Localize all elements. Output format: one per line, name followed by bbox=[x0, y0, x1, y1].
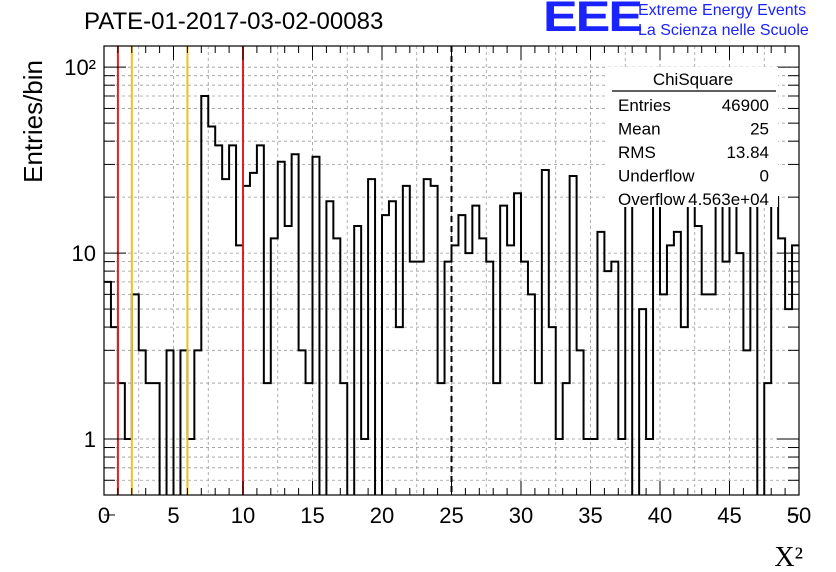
x-tick-label: 20 bbox=[370, 503, 394, 528]
stats-value: 13.84 bbox=[726, 143, 769, 162]
stats-label: RMS bbox=[618, 143, 656, 162]
logo-line-2: La Scienza nelle Scuole bbox=[638, 22, 809, 39]
stats-value: 4.563e+04 bbox=[688, 190, 769, 209]
x-tick-label: 0 bbox=[98, 503, 110, 528]
x-tick-label: 40 bbox=[648, 503, 672, 528]
y-tick-label: 10² bbox=[64, 55, 96, 80]
y-tick-label: 10 bbox=[72, 241, 96, 266]
stats-value: 25 bbox=[750, 120, 769, 139]
stats-label: Overflow bbox=[618, 190, 686, 209]
x-tick-label: 45 bbox=[717, 503, 741, 528]
page-title: PATE-01-2017-03-02-00083 bbox=[84, 8, 384, 35]
x-tick-labels: 0 5 10 15 20 25 30 35 40 45 50 bbox=[98, 503, 811, 528]
histogram bbox=[104, 94, 799, 495]
stats-rows: Entries 46900 Mean 25 RMS 13.84 Underflow 0 Over… bbox=[618, 96, 769, 209]
x-tick-label: 10 bbox=[231, 503, 255, 528]
x-axis-label: X² bbox=[774, 542, 803, 572]
grid bbox=[104, 46, 799, 495]
y-tick-labels: 1 10 10² bbox=[64, 55, 96, 452]
stats-value: 0 bbox=[760, 167, 769, 186]
y-axis-label: Entries/bin bbox=[18, 60, 48, 183]
y-tick-label: 1 bbox=[84, 427, 96, 452]
stats-label: Entries bbox=[618, 96, 671, 115]
stats-label: Mean bbox=[618, 120, 661, 139]
x-tick-label: 30 bbox=[509, 503, 533, 528]
x-tick-label: 5 bbox=[167, 503, 179, 528]
logo-mark: EEE bbox=[543, 0, 643, 41]
x-tick-label: 25 bbox=[439, 503, 463, 528]
x-tick-label: 50 bbox=[787, 503, 811, 528]
eee-logo: EEE Extreme Energy Events La Scienza nel… bbox=[543, 0, 833, 46]
logo-line-1: Extreme Energy Events bbox=[638, 2, 807, 19]
x-tick-label: 15 bbox=[300, 503, 324, 528]
stats-box-frame bbox=[608, 67, 778, 207]
axis-ticks bbox=[103, 46, 800, 516]
x-tick-label: 35 bbox=[578, 503, 602, 528]
stats-box: ChiSquare Entries 46900 Mean 25 RMS 13.84 Unde… bbox=[608, 67, 778, 209]
stats-name: ChiSquare bbox=[653, 70, 733, 89]
histogram-step bbox=[104, 94, 799, 495]
stats-label: Underflow bbox=[618, 167, 695, 186]
stats-value: 46900 bbox=[722, 96, 769, 115]
vertical-lines bbox=[116, 46, 453, 495]
